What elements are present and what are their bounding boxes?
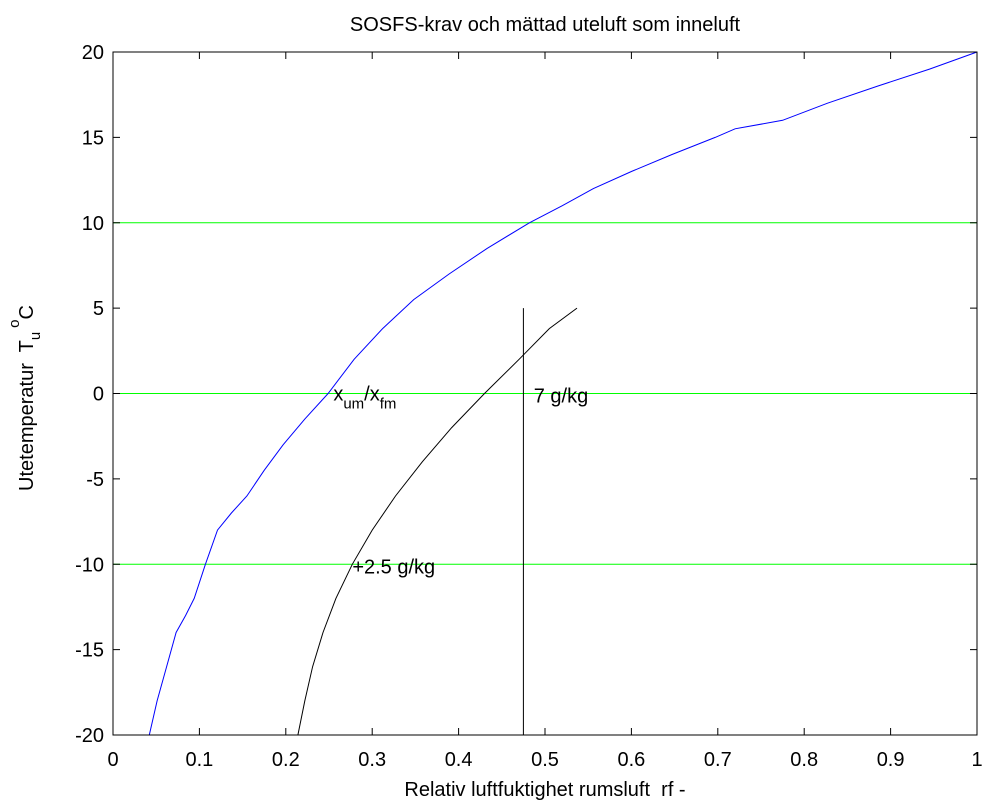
y-tick-label: 10 [82,213,104,235]
y-tick-label: 15 [82,127,104,149]
series-line-1 [297,307,578,736]
reference-lines [113,222,977,565]
annotation-ratio-x1: x [333,384,343,406]
x-tick-label: 0.4 [445,749,473,771]
y-axis-label: Utetemperatur TuoC [6,305,44,491]
x-tick-label: 1 [971,749,982,771]
x-axis-label: Relativ luftfuktighet rumsluft rf - [404,779,685,801]
annotation-ratio-sub2: fm [380,396,397,413]
x-tick-label: 0.5 [531,749,559,771]
x-tick-label: 0.3 [358,749,386,771]
y-tick-label: -20 [75,725,104,747]
y-axis-label-sub: u [27,332,44,340]
x-tick-label: 0.9 [877,749,905,771]
x-axis-ticks: 0 0.1 0.2 0.3 0.4 0.5 0.6 0.7 0.8 0.9 1 [107,52,982,771]
y-axis-label-sup: o [6,319,23,327]
x-tick-label: 0.6 [617,749,645,771]
annotation-ratio-sub1: um [343,396,364,413]
y-axis-label-unit: C [16,305,38,319]
x-tick-label: 0.1 [185,749,213,771]
y-tick-label: 20 [82,42,104,64]
annotation-7-g-kg: 7 g/kg [534,386,588,408]
chart-title: SOSFS-krav och mättad uteluft som innelu… [350,14,741,36]
annotation-plus-2-5-g-kg: +2.5 g/kg [352,556,435,578]
annotation-ratio-slash: /x [364,384,380,406]
x-tick-label: 0.7 [704,749,732,771]
y-tick-label: 5 [93,298,104,320]
x-tick-label: 0.2 [272,749,300,771]
y-tick-label: -15 [75,640,104,662]
y-tick-label: 0 [93,384,104,406]
y-axis-ticks: -20 -15 -10 -5 0 5 10 15 20 [75,42,977,747]
x-tick-label: 0 [107,749,118,771]
y-tick-label: -5 [86,469,104,491]
annotation-ratio: xum/xfm [333,384,396,413]
series-group [148,51,978,736]
x-tick-label: 0.8 [790,749,818,771]
y-axis-label-text: Utetemperatur T [16,340,38,491]
y-tick-label: -10 [75,554,104,576]
series-line-0 [148,51,978,736]
